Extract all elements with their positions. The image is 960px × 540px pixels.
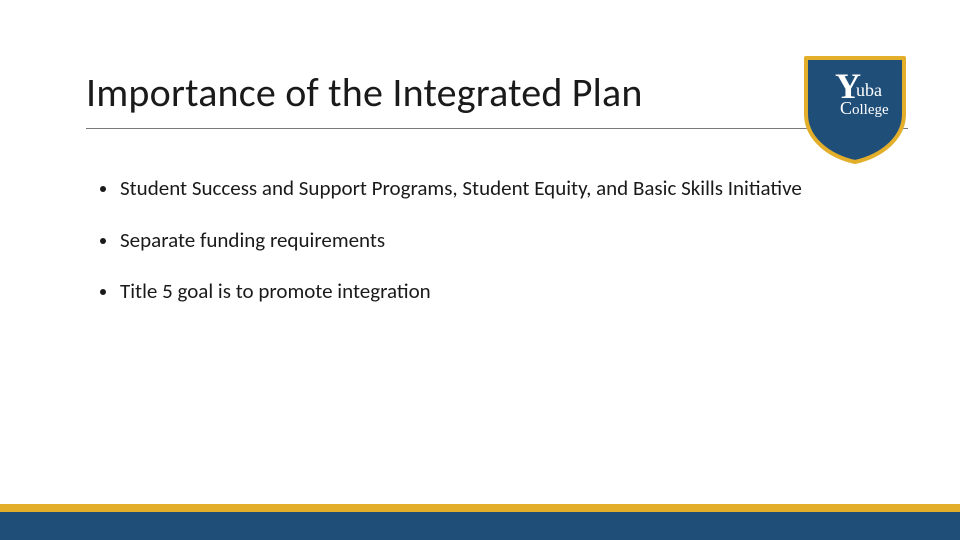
shield-icon: Y uba C ollege [802, 56, 908, 164]
logo-text-bottom: ollege [852, 102, 889, 118]
logo-letter-c: C [840, 98, 852, 118]
list-item: Student Success and Support Programs, St… [100, 176, 850, 202]
bullet-dot-icon [100, 238, 106, 244]
bullet-dot-icon [100, 289, 106, 295]
bullet-text: Title 5 goal is to promote integration [120, 279, 431, 305]
footer-bars [0, 504, 960, 540]
footer-navy-bar [0, 512, 960, 540]
college-logo: Y uba C ollege [802, 56, 908, 164]
logo-text-top: uba [856, 80, 882, 100]
bullet-text: Separate funding requirements [120, 228, 385, 254]
title-row: Importance of the Integrated Plan [86, 72, 908, 114]
slide-title: Importance of the Integrated Plan [86, 72, 643, 114]
bullet-text: Student Success and Support Programs, St… [120, 176, 802, 202]
title-underline [86, 128, 908, 129]
bullet-list: Student Success and Support Programs, St… [100, 176, 850, 331]
bullet-dot-icon [100, 186, 106, 192]
footer-gold-bar [0, 504, 960, 512]
slide: Importance of the Integrated Plan Y uba … [0, 0, 960, 540]
list-item: Title 5 goal is to promote integration [100, 279, 850, 305]
list-item: Separate funding requirements [100, 228, 850, 254]
